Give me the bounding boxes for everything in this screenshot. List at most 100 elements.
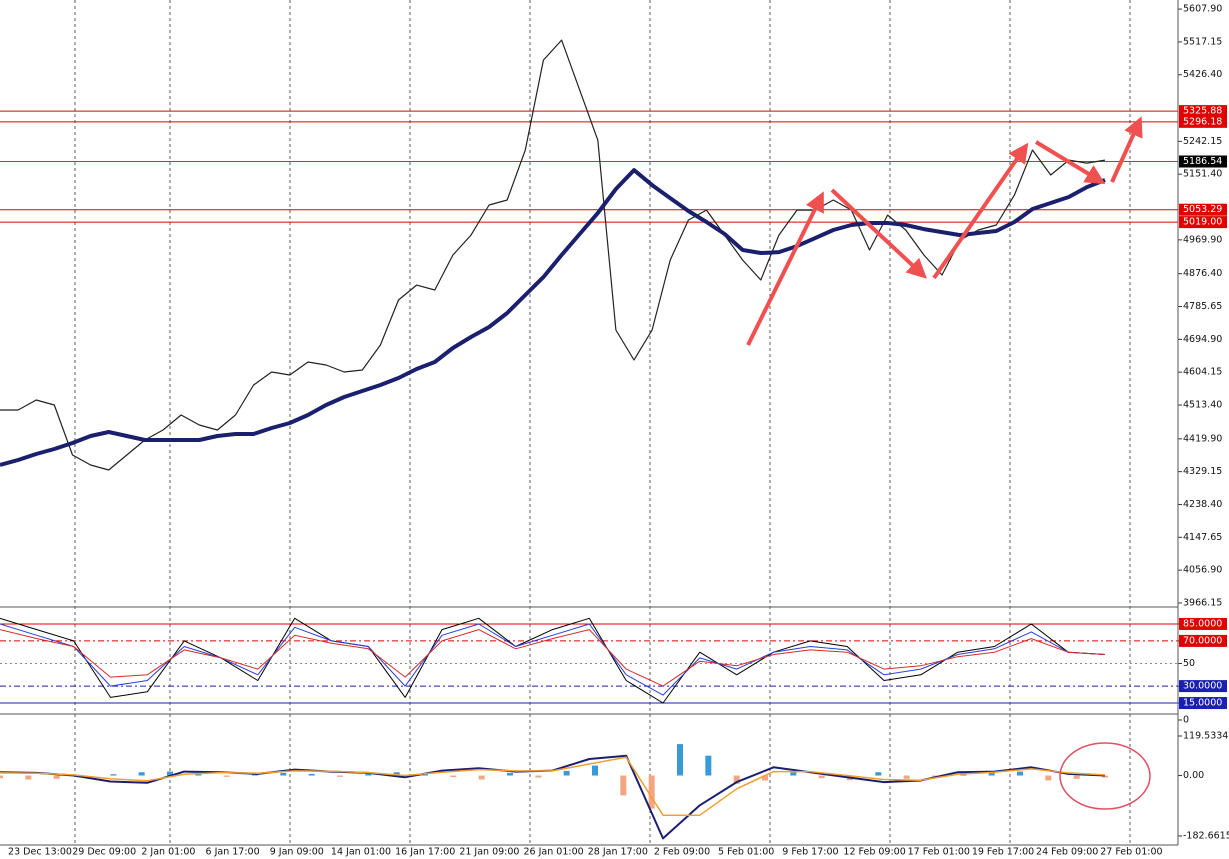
histogram-bar bbox=[478, 775, 485, 780]
histogram-bar bbox=[677, 744, 683, 776]
price-label-bg bbox=[1179, 680, 1227, 693]
y-tick-label: -182.6615 bbox=[1183, 830, 1229, 841]
histogram-bar bbox=[903, 775, 910, 779]
y-tick-label: 4604.15 bbox=[1183, 367, 1222, 378]
histogram-bar bbox=[818, 775, 825, 779]
histogram-bar bbox=[337, 775, 343, 777]
histogram-bar bbox=[1045, 775, 1052, 781]
series-line bbox=[0, 168, 1106, 467]
price-label-bg bbox=[1179, 216, 1227, 229]
y-tick-label: 4876.40 bbox=[1183, 268, 1222, 279]
y-tick-label: 50 bbox=[1183, 658, 1195, 669]
y-tick-label: 4147.65 bbox=[1183, 532, 1222, 543]
histogram-bar bbox=[592, 765, 598, 776]
histogram-bar bbox=[167, 771, 173, 776]
histogram-bar bbox=[393, 772, 400, 776]
y-tick-label: 5426.40 bbox=[1183, 69, 1222, 80]
series-line bbox=[0, 623, 1106, 696]
histogram-bar bbox=[110, 774, 117, 776]
histogram-bar bbox=[252, 774, 258, 776]
arrow bbox=[1034, 140, 1106, 185]
x-tick-label: 5 Feb 01:00 bbox=[718, 847, 774, 858]
y-tick-label: 5151.40 bbox=[1183, 169, 1222, 180]
histogram-bar bbox=[648, 775, 655, 809]
x-tick-label: 19 Feb 17:00 bbox=[972, 847, 1034, 858]
y-tick-label: 3966.15 bbox=[1183, 597, 1222, 608]
x-tick-label: 12 Feb 09:00 bbox=[843, 847, 905, 858]
price-label-bg bbox=[1179, 617, 1227, 630]
histogram-bar bbox=[988, 772, 995, 776]
price-label: 5325.88 bbox=[1183, 106, 1222, 117]
arrow bbox=[830, 188, 927, 279]
price-label: 30.0000 bbox=[1183, 681, 1222, 692]
x-tick-label: 27 Feb 01:00 bbox=[1100, 847, 1162, 858]
y-tick-label: 5242.15 bbox=[1183, 136, 1222, 147]
histogram-bar bbox=[790, 772, 797, 776]
annotations bbox=[746, 116, 1143, 346]
histogram-bar bbox=[365, 773, 372, 776]
histogram-bar bbox=[762, 775, 768, 781]
price-label: 70.0000 bbox=[1183, 635, 1222, 646]
y-tick-label: 5607.90 bbox=[1183, 4, 1222, 15]
arrow bbox=[932, 142, 1029, 280]
x-tick-label: 23 Dec 13:00 bbox=[8, 847, 72, 858]
y-tick-label: 4419.90 bbox=[1183, 433, 1222, 444]
price-label: 15.0000 bbox=[1183, 698, 1222, 709]
x-tick-label: 26 Jan 01:00 bbox=[524, 847, 584, 858]
y-tick-label: 4969.90 bbox=[1183, 234, 1222, 245]
x-tick-label: 2 Feb 09:00 bbox=[654, 847, 710, 858]
y-tick-label: 4694.90 bbox=[1183, 334, 1222, 345]
series-line bbox=[0, 629, 1106, 687]
y-tick-label: 4238.40 bbox=[1183, 499, 1222, 510]
price-label-bg bbox=[1179, 115, 1227, 128]
price-label-bg bbox=[1179, 155, 1227, 168]
x-tick-label: 6 Jan 17:00 bbox=[206, 847, 260, 858]
arrow bbox=[1110, 116, 1143, 183]
histogram-bar bbox=[563, 770, 570, 776]
arrow bbox=[746, 191, 824, 346]
x-tick-label: 24 Feb 09:00 bbox=[1036, 847, 1098, 858]
price-label: 5053.29 bbox=[1183, 204, 1222, 215]
histogram-bar bbox=[138, 772, 145, 776]
y-tick-label: 4056.90 bbox=[1183, 565, 1222, 576]
price-label-bg bbox=[1179, 697, 1227, 710]
histogram-bar bbox=[25, 775, 32, 780]
histogram-bar bbox=[450, 775, 457, 778]
y-tick-label: 119.5334 bbox=[1183, 730, 1228, 741]
histogram-bar bbox=[195, 773, 202, 776]
price-label: 5186.54 bbox=[1183, 156, 1222, 167]
histogram-bar bbox=[1073, 775, 1080, 779]
histogram-bar bbox=[280, 772, 287, 776]
x-tick-label: 14 Jan 01:00 bbox=[331, 847, 391, 858]
series-line bbox=[0, 617, 1106, 704]
price-label: 85.0000 bbox=[1183, 618, 1222, 629]
x-tick-label: 16 Jan 17:00 bbox=[395, 847, 455, 858]
price-label: 5019.00 bbox=[1183, 217, 1222, 228]
histogram-bar bbox=[507, 772, 513, 776]
y-tick-label: 0.00 bbox=[1183, 770, 1204, 781]
histogram-bar bbox=[1017, 771, 1023, 776]
price-label: 5296.18 bbox=[1183, 116, 1222, 127]
x-tick-label: 28 Jan 17:00 bbox=[588, 847, 648, 858]
x-tick-label: 2 Jan 01:00 bbox=[141, 847, 195, 858]
time-grid bbox=[74, 0, 1131, 845]
histogram-bar bbox=[53, 775, 60, 779]
series-line bbox=[0, 39, 1106, 471]
histogram-bar bbox=[705, 755, 712, 776]
series-line bbox=[0, 756, 1106, 816]
highlight-ellipse bbox=[1059, 742, 1151, 810]
histogram-bar bbox=[0, 775, 3, 779]
plot: 5607.90 5517.15 5426.40 5242.15 5151.40 4969.… bbox=[0, 4, 1229, 858]
histogram-bar bbox=[535, 775, 542, 778]
x-tick-label: 9 Feb 17:00 bbox=[782, 847, 838, 858]
y-tick-label: 0 bbox=[1183, 715, 1189, 726]
histogram-bar bbox=[875, 772, 882, 776]
price-label-bg bbox=[1179, 203, 1227, 216]
y-tick-label: 5517.15 bbox=[1183, 36, 1222, 47]
price-label-bg bbox=[1179, 105, 1227, 118]
price-label-bg bbox=[1179, 634, 1227, 647]
y-tick-label: 4329.15 bbox=[1183, 466, 1222, 477]
x-tick-label: 17 Feb 01:00 bbox=[908, 847, 970, 858]
